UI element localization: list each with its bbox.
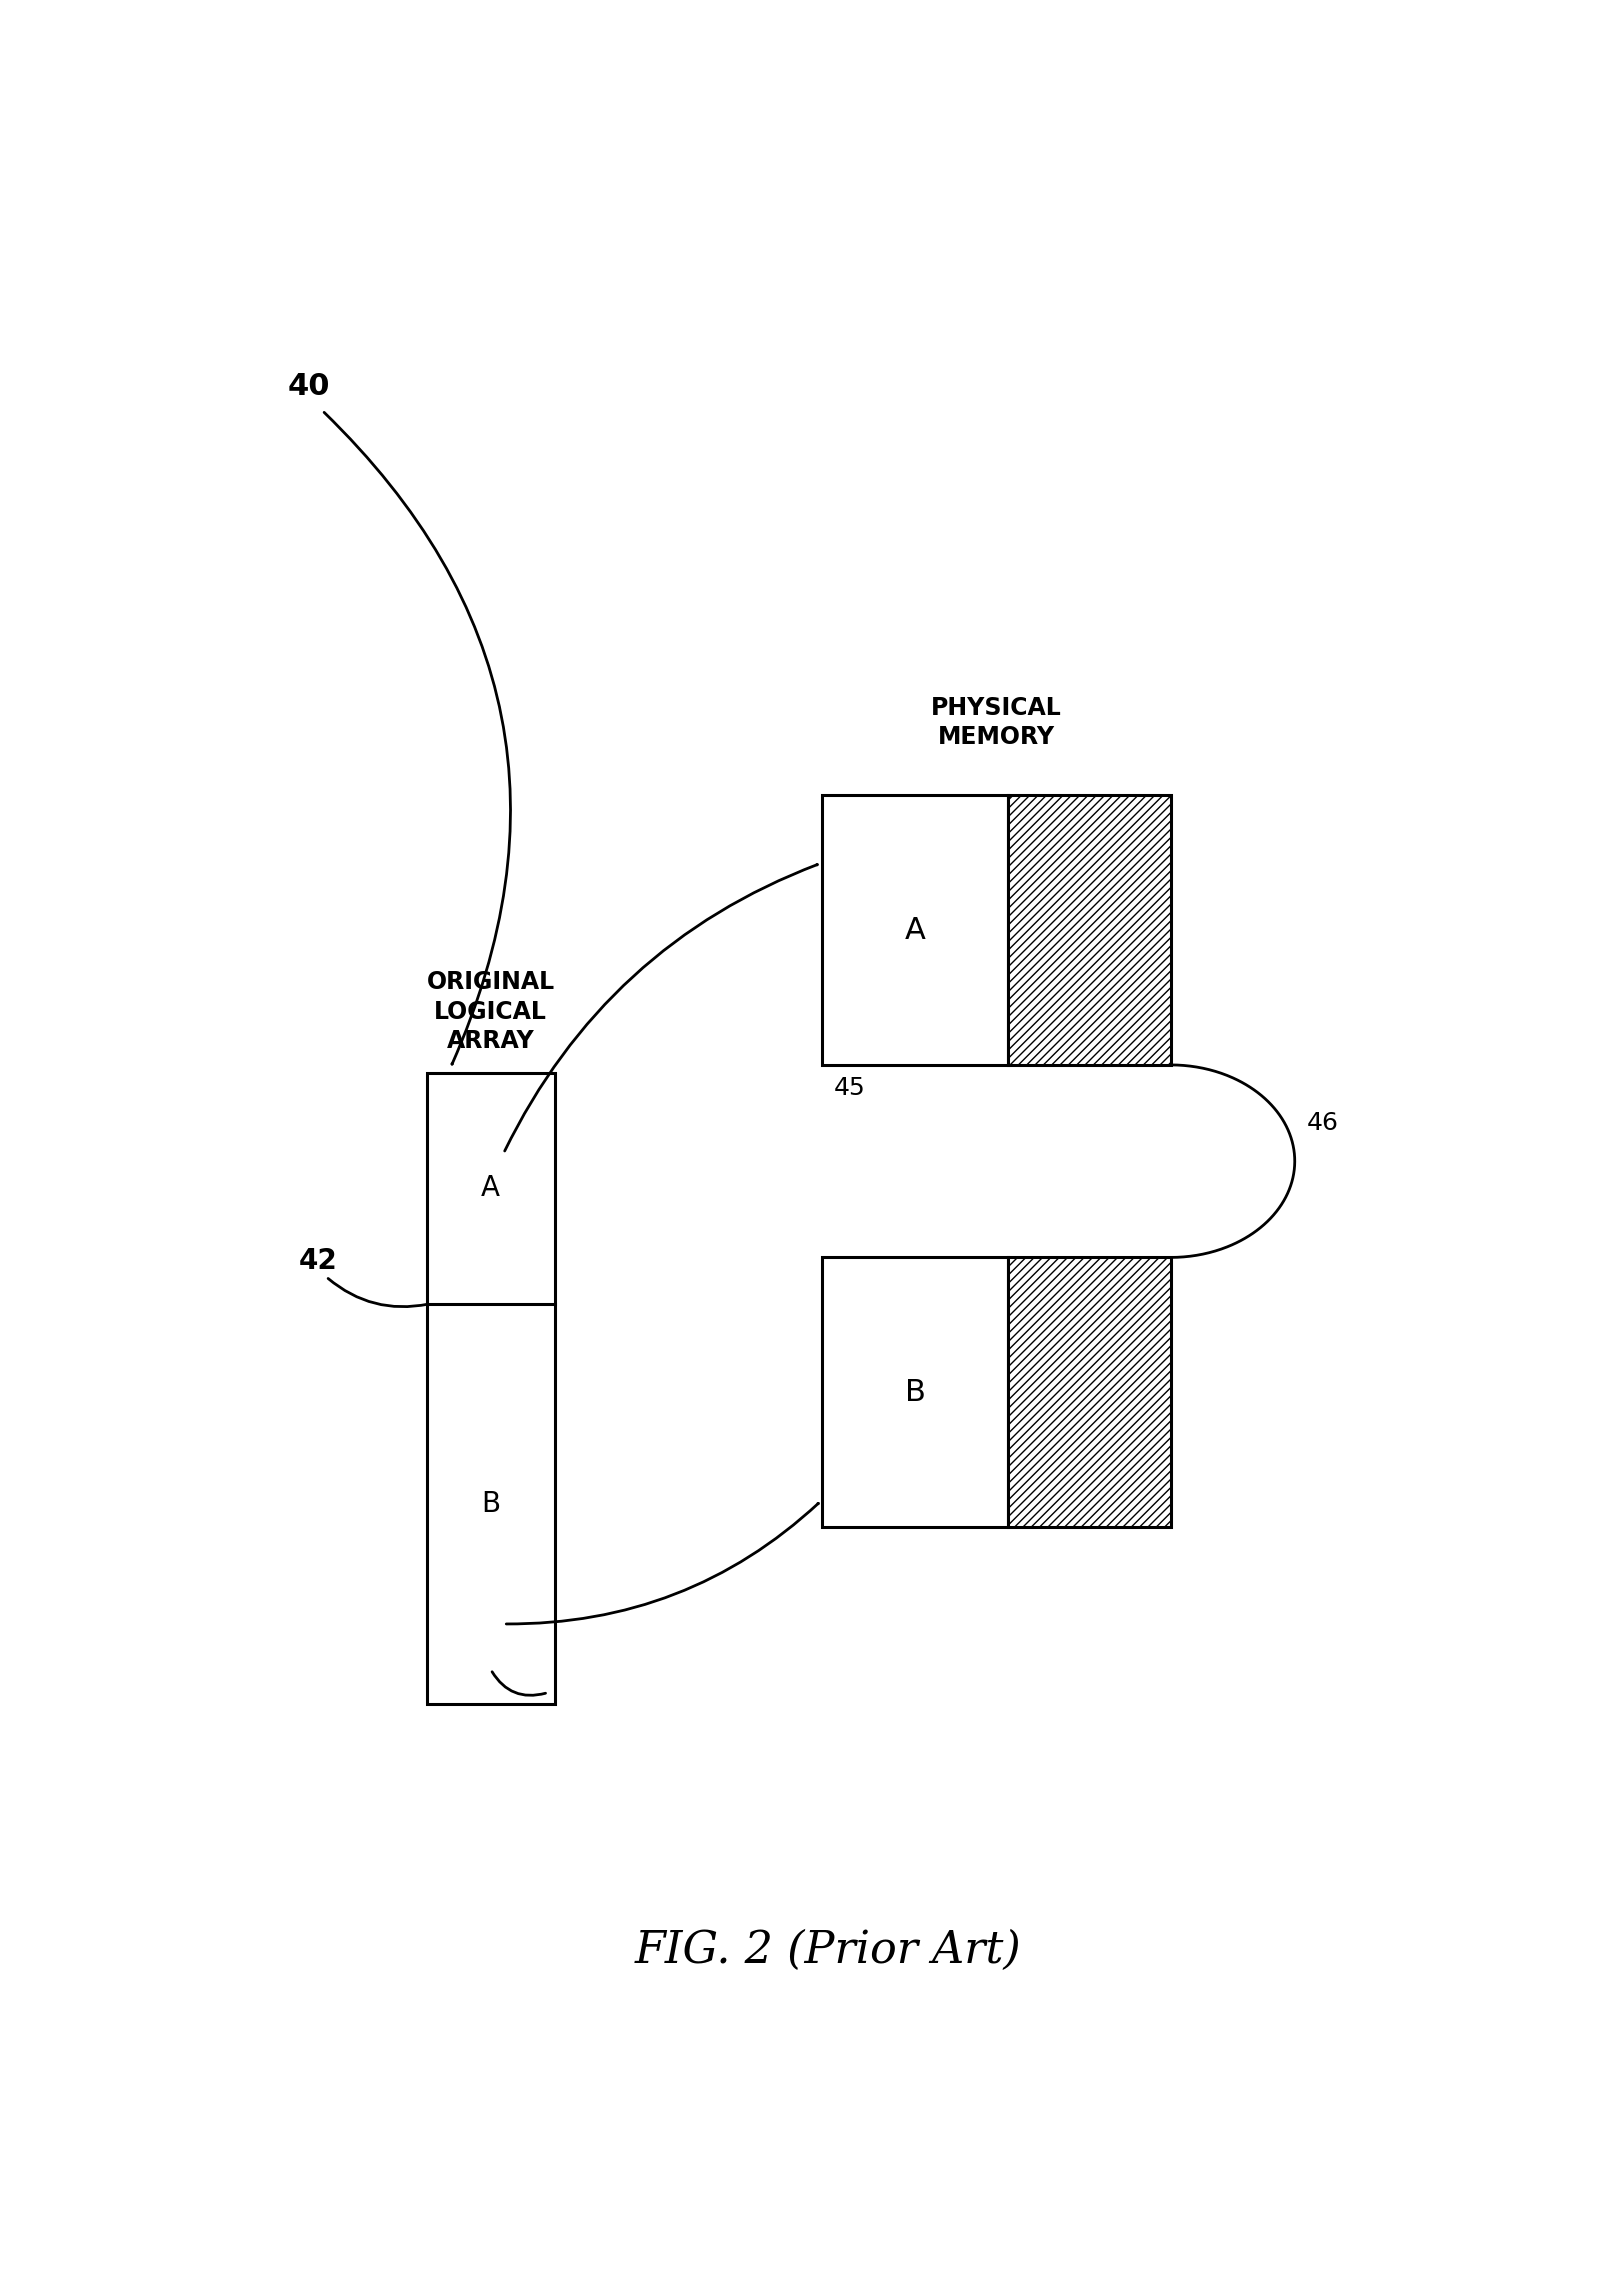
FancyArrowPatch shape [325, 412, 511, 1064]
Text: ORIGINAL
LOGICAL
ARRAY: ORIGINAL LOGICAL ARRAY [427, 970, 554, 1052]
Bar [823, 795, 1008, 1064]
Text: 45: 45 [834, 1077, 866, 1100]
Text: A: A [482, 1173, 501, 1203]
Text: 40: 40 [288, 371, 330, 401]
Text: FIG. 2 (Prior Art): FIG. 2 (Prior Art) [635, 1929, 1021, 1973]
Text: B: B [482, 1490, 501, 1517]
Bar [1008, 795, 1170, 1064]
Bar [427, 1073, 554, 1704]
Bar [823, 1257, 1008, 1526]
Text: PHYSICAL
MEMORY: PHYSICAL MEMORY [931, 695, 1062, 749]
Text: A: A [905, 916, 926, 945]
Text: B: B [905, 1378, 926, 1408]
FancyArrowPatch shape [493, 1672, 546, 1695]
Text: 46: 46 [1306, 1112, 1338, 1134]
FancyArrowPatch shape [504, 863, 818, 1150]
Bar [1008, 1257, 1170, 1526]
FancyArrowPatch shape [328, 1278, 428, 1308]
Text: 42: 42 [299, 1248, 338, 1276]
FancyArrowPatch shape [506, 1503, 818, 1624]
